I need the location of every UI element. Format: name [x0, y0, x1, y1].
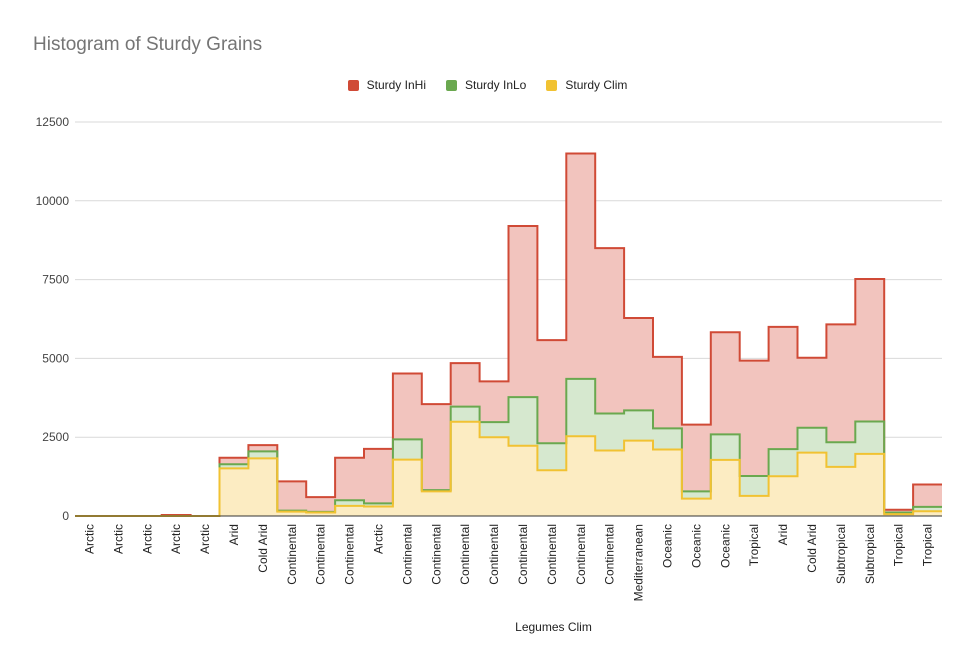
- x-tick-label-12: Continental: [429, 524, 443, 585]
- x-tick-label-0: Arctic: [82, 524, 96, 554]
- x-tick-label-3: Arctic: [169, 524, 183, 554]
- x-tick-label-11: Continental: [400, 524, 414, 585]
- x-tick-label-26: Subtropical: [834, 524, 848, 584]
- legend-label-inhi: Sturdy InHi: [366, 78, 426, 92]
- y-tick-label-1: 2500: [42, 430, 69, 444]
- legend-item-inhi[interactable]: Sturdy InHi: [347, 78, 426, 92]
- x-tick-label-6: Cold Arid: [256, 524, 270, 573]
- x-tick-label-29: Tropical: [921, 524, 935, 566]
- series-area-2: [75, 421, 942, 516]
- x-tick-label-13: Continental: [458, 524, 472, 585]
- x-tick-label-15: Continental: [516, 524, 530, 585]
- y-tick-label-2: 5000: [42, 351, 69, 365]
- x-tick-label-1: Arctic: [111, 524, 125, 554]
- x-tick-label-17: Continental: [574, 524, 588, 585]
- x-axis-title: Legumes Clim: [515, 620, 592, 634]
- x-tick-label-4: Arctic: [198, 524, 212, 554]
- y-tick-label-4: 10000: [36, 194, 70, 208]
- x-tick-label-7: Continental: [285, 524, 299, 585]
- x-tick-label-22: Oceanic: [718, 524, 732, 568]
- x-tick-label-23: Tropical: [747, 524, 761, 566]
- x-tick-label-18: Continental: [603, 524, 617, 585]
- x-tick-label-27: Subtropical: [863, 524, 877, 584]
- legend: Sturdy InHi Sturdy InLo Sturdy Clim: [0, 78, 975, 92]
- legend-label-clim: Sturdy Clim: [565, 78, 628, 92]
- x-tick-label-16: Continental: [545, 524, 559, 585]
- x-tick-label-19: Mediterranean: [632, 524, 646, 601]
- x-tick-label-2: Arctic: [140, 524, 154, 554]
- legend-swatch-clim: [546, 79, 558, 91]
- legend-swatch-inhi: [347, 79, 359, 91]
- series-line-2: [75, 420, 942, 517]
- y-tick-label-5: 12500: [36, 115, 70, 129]
- x-tick-label-5: Arid: [227, 524, 241, 545]
- x-tick-label-14: Continental: [487, 524, 501, 585]
- legend-item-inlo[interactable]: Sturdy InLo: [445, 78, 527, 92]
- x-tick-label-28: Tropical: [892, 524, 906, 566]
- x-tick-label-25: Cold Arid: [805, 524, 819, 573]
- x-tick-label-24: Arid: [776, 524, 790, 545]
- x-tick-label-10: Arctic: [371, 524, 385, 554]
- x-tick-label-9: Continental: [343, 524, 357, 585]
- y-tick-label-3: 7500: [42, 273, 69, 287]
- x-tick-label-21: Oceanic: [689, 524, 703, 568]
- x-tick-label-8: Continental: [314, 524, 328, 585]
- x-tick-label-20: Oceanic: [660, 524, 674, 568]
- y-tick-label-0: 0: [62, 509, 69, 523]
- legend-swatch-inlo: [445, 79, 457, 91]
- legend-item-clim[interactable]: Sturdy Clim: [546, 78, 627, 92]
- legend-label-inlo: Sturdy InLo: [464, 78, 527, 92]
- chart-title: Histogram of Sturdy Grains: [33, 34, 263, 55]
